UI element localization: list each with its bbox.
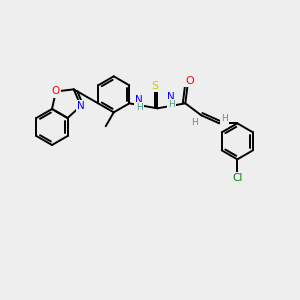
Text: S: S — [151, 81, 158, 91]
Text: H: H — [191, 118, 198, 127]
Text: H: H — [136, 103, 143, 112]
Text: N: N — [167, 92, 175, 102]
Text: H: H — [221, 114, 228, 123]
Text: H: H — [168, 100, 175, 109]
Text: O: O — [52, 86, 60, 97]
Text: O: O — [185, 76, 194, 86]
Text: N: N — [136, 95, 143, 105]
Text: N: N — [77, 101, 85, 111]
Text: Cl: Cl — [232, 173, 242, 183]
